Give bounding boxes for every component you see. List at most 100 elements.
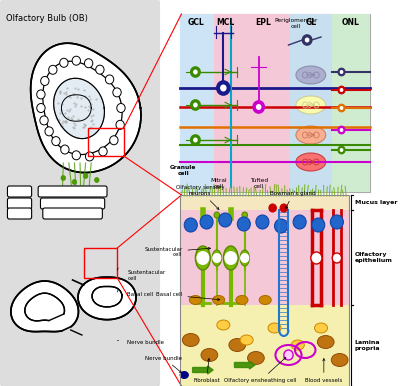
Ellipse shape <box>296 153 326 171</box>
Circle shape <box>293 215 306 229</box>
Circle shape <box>196 251 209 265</box>
Circle shape <box>113 88 121 97</box>
Polygon shape <box>92 286 122 307</box>
Circle shape <box>219 213 232 227</box>
Text: Nerve bundle: Nerve bundle <box>128 340 164 345</box>
Circle shape <box>212 253 222 263</box>
Circle shape <box>269 204 276 212</box>
Bar <box>180 305 349 386</box>
Circle shape <box>193 69 198 74</box>
FancyArrow shape <box>193 366 213 374</box>
Circle shape <box>96 65 104 74</box>
Text: GL: GL <box>305 18 316 27</box>
Text: Basal cell: Basal cell <box>128 292 154 297</box>
Ellipse shape <box>317 335 334 349</box>
FancyBboxPatch shape <box>0 0 160 386</box>
Circle shape <box>340 88 343 92</box>
Circle shape <box>83 173 88 178</box>
Polygon shape <box>78 277 136 320</box>
Circle shape <box>72 151 80 160</box>
Circle shape <box>193 103 198 107</box>
Polygon shape <box>31 43 141 173</box>
Circle shape <box>338 104 345 112</box>
Circle shape <box>193 137 198 142</box>
Circle shape <box>256 104 262 110</box>
Circle shape <box>61 145 69 154</box>
Circle shape <box>52 137 60 146</box>
Circle shape <box>37 103 45 112</box>
Text: Fibroblast: Fibroblast <box>193 359 220 383</box>
Ellipse shape <box>229 339 246 352</box>
Ellipse shape <box>268 323 281 333</box>
Circle shape <box>191 135 200 145</box>
Text: Mitral
cell: Mitral cell <box>210 178 227 189</box>
Text: Sustentacular
cell: Sustentacular cell <box>128 270 166 281</box>
Circle shape <box>237 217 250 231</box>
Text: Olfactory ensheathing cell: Olfactory ensheathing cell <box>224 357 297 383</box>
Circle shape <box>338 126 345 134</box>
Circle shape <box>311 252 322 264</box>
Circle shape <box>72 56 80 65</box>
Ellipse shape <box>201 349 218 362</box>
Circle shape <box>214 212 220 218</box>
Ellipse shape <box>180 371 189 379</box>
FancyBboxPatch shape <box>43 208 102 219</box>
Bar <box>180 210 349 305</box>
Ellipse shape <box>217 320 230 330</box>
Ellipse shape <box>236 296 248 305</box>
Circle shape <box>240 253 249 263</box>
Circle shape <box>116 120 124 129</box>
Circle shape <box>49 65 57 74</box>
Text: Basal cell: Basal cell <box>156 293 220 301</box>
Circle shape <box>84 59 93 68</box>
Text: Olfactory sensory
neurons: Olfactory sensory neurons <box>176 185 224 210</box>
Circle shape <box>305 37 310 42</box>
Circle shape <box>41 76 49 85</box>
Circle shape <box>220 85 226 91</box>
Circle shape <box>99 147 107 156</box>
Ellipse shape <box>223 246 238 270</box>
Circle shape <box>105 75 114 84</box>
Circle shape <box>338 86 345 94</box>
Bar <box>332 14 370 192</box>
Ellipse shape <box>248 352 264 364</box>
Circle shape <box>191 67 200 77</box>
Text: Nerve bundle: Nerve bundle <box>145 356 182 373</box>
Circle shape <box>110 136 118 145</box>
Text: Mucus layer: Mucus layer <box>354 200 397 205</box>
FancyArrow shape <box>234 361 255 369</box>
Polygon shape <box>25 293 64 321</box>
Text: Tufted
cell: Tufted cell <box>250 178 268 189</box>
Ellipse shape <box>291 340 304 350</box>
Ellipse shape <box>196 246 210 270</box>
Circle shape <box>117 103 125 112</box>
Text: Periglomerular
cell: Periglomerular cell <box>274 18 318 29</box>
FancyBboxPatch shape <box>180 14 370 192</box>
Circle shape <box>312 218 325 232</box>
Text: Lamina
propria: Lamina propria <box>354 340 380 351</box>
Text: GCL: GCL <box>188 18 205 27</box>
Circle shape <box>200 215 213 229</box>
Ellipse shape <box>189 296 202 305</box>
FancyBboxPatch shape <box>8 198 32 209</box>
Text: Olfactory
epithelium: Olfactory epithelium <box>354 252 392 263</box>
Ellipse shape <box>296 96 326 114</box>
Circle shape <box>242 212 248 218</box>
Circle shape <box>340 128 343 132</box>
Circle shape <box>302 35 312 45</box>
Text: MCL: MCL <box>216 18 234 27</box>
Circle shape <box>40 116 48 125</box>
Circle shape <box>60 58 68 67</box>
Text: Olfactory Bulb (OB): Olfactory Bulb (OB) <box>6 14 88 23</box>
Circle shape <box>338 146 345 154</box>
Circle shape <box>274 219 288 233</box>
Circle shape <box>45 127 53 136</box>
Circle shape <box>253 101 264 113</box>
Circle shape <box>332 253 342 263</box>
Circle shape <box>340 148 343 152</box>
Circle shape <box>330 215 343 229</box>
Bar <box>88 128 124 156</box>
Ellipse shape <box>296 126 326 144</box>
Bar <box>180 14 214 192</box>
Text: Sustentacular
cell: Sustentacular cell <box>144 247 210 257</box>
